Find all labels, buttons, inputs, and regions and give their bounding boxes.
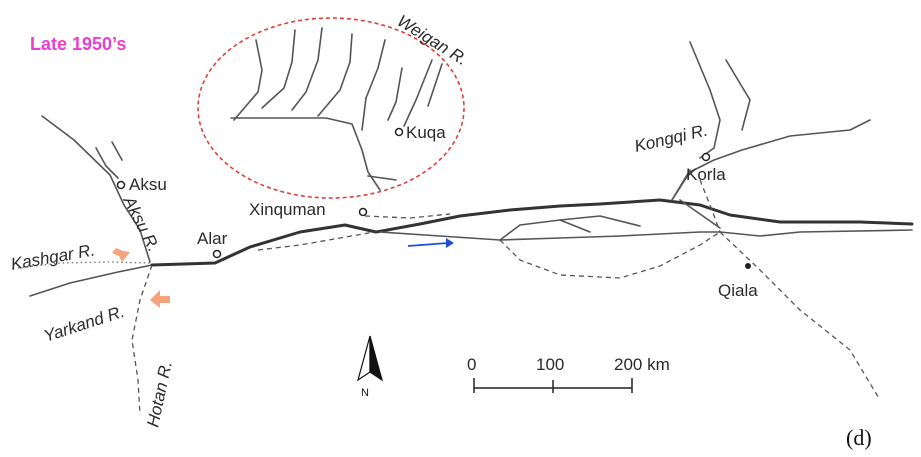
aksu-river-label: Aksu R.: [119, 192, 163, 255]
tarim-main-channel: [150, 198, 914, 267]
period-label: Late 1950’s: [30, 34, 126, 54]
aksu-label: Aksu: [129, 175, 167, 194]
tarim-dry-channels: [257, 179, 881, 401]
kuqa-marker: [394, 127, 404, 137]
qiala-label: Qiala: [718, 281, 758, 300]
inflow-arrow-icon: [112, 248, 170, 308]
xinquman-label: Xinquman: [249, 200, 326, 219]
alar-label: Alar: [197, 229, 228, 248]
weigan-tributaries: [230, 27, 443, 191]
kuqa-label: Kuqa: [406, 123, 446, 142]
north-arrow-icon: [356, 335, 384, 382]
scale-tick-100: 100: [536, 355, 564, 374]
yarkand-river-label: Yarkand R.: [41, 302, 127, 346]
kashgar-river-label: Kashgar R.: [9, 240, 96, 273]
place-markers: [116, 127, 751, 269]
korla-label: Korla: [686, 165, 726, 184]
hotan-river-label: Hotan R.: [143, 359, 176, 429]
irrigation-area-outline: [197, 17, 465, 199]
flow-direction-arrow-icon: [407, 238, 454, 248]
kongqi-river-system: [671, 41, 871, 201]
yarkand-river-channel: [29, 264, 153, 297]
alar-marker: [212, 249, 222, 259]
scale-tick-0: 0: [467, 355, 476, 374]
scale-bar: [473, 378, 633, 393]
aksu-river-system: [41, 115, 151, 263]
tarim-braided-channels: [379, 199, 913, 241]
hotan-river-channel: [131, 264, 153, 416]
panel-label: (d): [846, 425, 872, 450]
xinquman-marker: [358, 207, 368, 217]
aksu-marker: [116, 180, 126, 190]
qiala-marker: [745, 263, 751, 269]
kongqi-river-label: Kongqi R.: [633, 121, 710, 156]
scale-tick-200: 200 km: [614, 355, 670, 374]
north-label: N: [361, 387, 369, 399]
korla-marker: [701, 152, 711, 162]
